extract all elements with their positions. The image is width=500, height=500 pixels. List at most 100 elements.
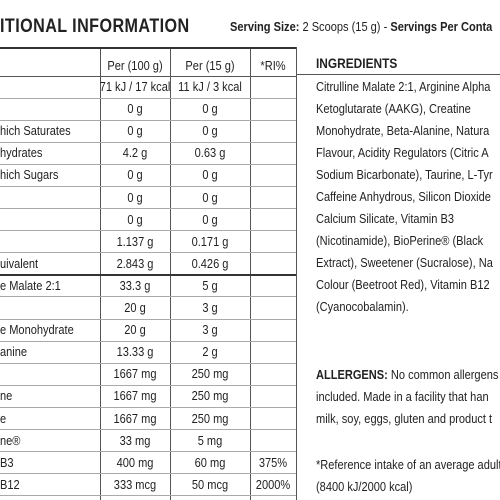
cell: 4.2 g bbox=[122, 145, 148, 161]
footnote-line: (8400 kJ/2000 kcal) bbox=[316, 479, 413, 494]
cell: 333 mcg bbox=[113, 476, 157, 492]
cell: 33 mg bbox=[119, 432, 151, 448]
ingredient-line: Caffeine Anhydrous, Silicon Dioxide bbox=[316, 189, 491, 204]
row-label: e Monohydrate bbox=[0, 322, 74, 338]
row-label: ne® bbox=[0, 432, 21, 448]
cell: 0 g bbox=[127, 211, 143, 227]
row-rule bbox=[0, 495, 296, 497]
cell: 0 g bbox=[127, 101, 143, 117]
cell: 5 g bbox=[202, 277, 218, 293]
row-label: e bbox=[0, 410, 7, 426]
cell: 3 g bbox=[202, 322, 218, 338]
row-rule bbox=[0, 406, 296, 408]
row-label: anine bbox=[0, 344, 28, 360]
ingredient-line: (Nicotinamide), BioPerine® (Black bbox=[316, 233, 484, 248]
row-label: uivalent bbox=[0, 255, 39, 271]
row-label: B3 bbox=[0, 454, 14, 470]
info-panel: INGREDIENTS Citrulline Malate 2:1, Argin… bbox=[296, 0, 500, 500]
rule bbox=[0, 76, 296, 77]
cell: 1.137 g bbox=[116, 233, 154, 249]
row-rule bbox=[0, 318, 296, 320]
ingredients-heading: INGREDIENTS bbox=[316, 55, 398, 71]
serving-size: 2 Scoops (15 g) bbox=[302, 19, 381, 34]
cell: 33.3 g bbox=[119, 277, 151, 293]
title: ITIONAL INFORMATION bbox=[0, 16, 190, 37]
cell: 50 mcg bbox=[191, 476, 229, 492]
ingredient-line: Calcium Silicate, Vitamin B3 bbox=[316, 211, 454, 226]
row-rule bbox=[0, 119, 296, 121]
row-rule bbox=[0, 340, 296, 342]
row-rule bbox=[0, 274, 296, 277]
divider bbox=[296, 47, 297, 500]
row-rule bbox=[0, 208, 296, 209]
cell: 1667 mg bbox=[113, 366, 157, 382]
cell: 1667 mg bbox=[113, 410, 157, 426]
column-header: *RI% bbox=[260, 58, 286, 73]
row-label: hich Saturates bbox=[0, 123, 71, 139]
row-rule bbox=[0, 473, 296, 475]
row-rule bbox=[0, 252, 296, 254]
cell: 0 g bbox=[202, 123, 218, 139]
cell: 11 kJ / 3 kcal bbox=[178, 79, 242, 94]
allergens-label: ALLERGENS: bbox=[316, 367, 388, 382]
row-label: hich Sugars bbox=[0, 167, 59, 183]
allergens-line: included. Made in a facility that han bbox=[316, 389, 489, 404]
cell: 3 g bbox=[202, 300, 218, 315]
ingredient-line: Citrulline Malate 2:1, Arginine Alpha bbox=[316, 79, 491, 94]
cell: 0 g bbox=[202, 189, 218, 205]
allergens-text: No common allergens bbox=[390, 367, 499, 382]
ingredient-line: Monohydrate, Beta-Alanine, Natura bbox=[316, 123, 490, 138]
row-rule bbox=[0, 185, 296, 187]
cell: 13.33 g bbox=[116, 344, 154, 360]
row-rule bbox=[0, 141, 296, 143]
allergens-line: milk, soy, eggs, gluten and product t bbox=[316, 411, 493, 426]
cell: 20 g bbox=[124, 300, 146, 315]
cell: 60 mg bbox=[194, 454, 226, 470]
cell: 0.426 g bbox=[191, 255, 229, 271]
cell: 400 mg bbox=[116, 454, 154, 470]
row-rule bbox=[0, 163, 296, 165]
allergens-line: ALLERGENS: No common allergens bbox=[316, 367, 498, 383]
cell: 5 mg bbox=[197, 432, 223, 448]
row-label: hydrates bbox=[0, 145, 43, 161]
cell: 0.171 g bbox=[191, 233, 229, 249]
cell: 0 g bbox=[202, 211, 218, 227]
ingredient-line: Extract), Sweetener (Sucralose), Na bbox=[316, 255, 493, 270]
ingredient-line: Flavour, Acidity Regulators (Citric A bbox=[316, 145, 489, 160]
cell: 1667 mg bbox=[113, 388, 157, 404]
column-header: Per (100 g) bbox=[107, 58, 163, 73]
rule bbox=[296, 74, 500, 75]
cell: 250 mg bbox=[191, 410, 229, 426]
serving-label: Serving Size: bbox=[230, 19, 300, 34]
column-header: Per (15 g) bbox=[185, 58, 235, 73]
row-rule bbox=[0, 97, 296, 99]
ingredient-line: Colour (Beetroot Red), Vitamin B12 bbox=[316, 277, 490, 292]
cell: 2 g bbox=[202, 344, 218, 360]
cell: 2.843 g bbox=[116, 255, 154, 271]
separator: - bbox=[383, 19, 388, 34]
cell: 0 g bbox=[127, 189, 143, 205]
cell: 20 g bbox=[124, 322, 146, 338]
serving-info: Serving Size: 2 Scoops (15 g) - Servings… bbox=[230, 19, 492, 35]
row-label: B12 bbox=[0, 476, 20, 492]
row-rule bbox=[0, 362, 296, 364]
cell: 0 g bbox=[202, 101, 218, 117]
cell: 0 g bbox=[127, 167, 143, 183]
cell: 375% bbox=[258, 454, 288, 470]
row-rule bbox=[0, 384, 296, 386]
row-rule bbox=[0, 296, 296, 298]
ingredient-line: (Cyanocobalamin). bbox=[316, 299, 409, 314]
cell: 250 mg bbox=[191, 366, 229, 382]
cell: 2000% bbox=[255, 476, 291, 492]
cell: 0 g bbox=[202, 167, 218, 183]
row-rule bbox=[0, 451, 296, 453]
row-rule bbox=[0, 230, 296, 232]
row-rule bbox=[0, 429, 296, 430]
cell: 71 kJ / 17 kcal bbox=[99, 79, 171, 94]
ingredient-line: Sodium Bicarbonate), Taurine, L-Tyr bbox=[316, 167, 493, 182]
row-label: ne bbox=[0, 388, 13, 404]
servings-per: Servings Per Conta bbox=[390, 19, 493, 34]
cell: 250 mg bbox=[191, 388, 229, 404]
row-label: e Malate 2:1 bbox=[0, 277, 61, 293]
